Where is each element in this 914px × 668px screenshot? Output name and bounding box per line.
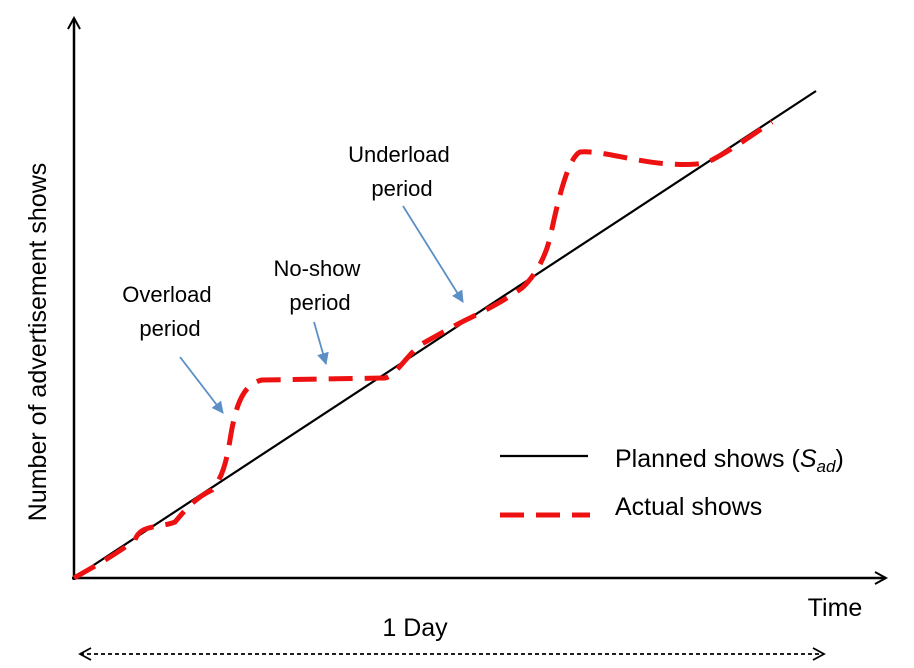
overload-arrow [179,356,224,414]
legend-actual-label: Actual shows [615,493,762,521]
underload-label-line1: Underload [348,142,450,167]
overload-label: Overload period [122,282,217,341]
actual-shows-line [72,119,774,581]
underload-label: Underload period [348,142,456,201]
noshow-label-line1: No-show [274,256,361,281]
noshow-label: No-show period [274,256,367,315]
legend-planned-label: Planned shows (Sad) [615,445,844,476]
overload-label-line1: Overload [122,282,211,307]
x-axis-title: Time [808,594,863,622]
noshow-label-line2: period [289,290,350,315]
legend-planned-close: ) [835,445,843,473]
span-label: 1 Day [382,614,448,642]
legend-planned-text: Planned shows ( [615,445,801,473]
legend-planned-symbol: S [800,445,817,473]
underload-label-line2: period [371,176,432,201]
underload-arrow [402,205,464,303]
legend-planned-subscript: ad [817,457,836,476]
y-axis-title: Number of advertisement shows [24,163,52,521]
overload-label-line2: period [139,316,200,341]
noshow-arrow [313,321,329,365]
